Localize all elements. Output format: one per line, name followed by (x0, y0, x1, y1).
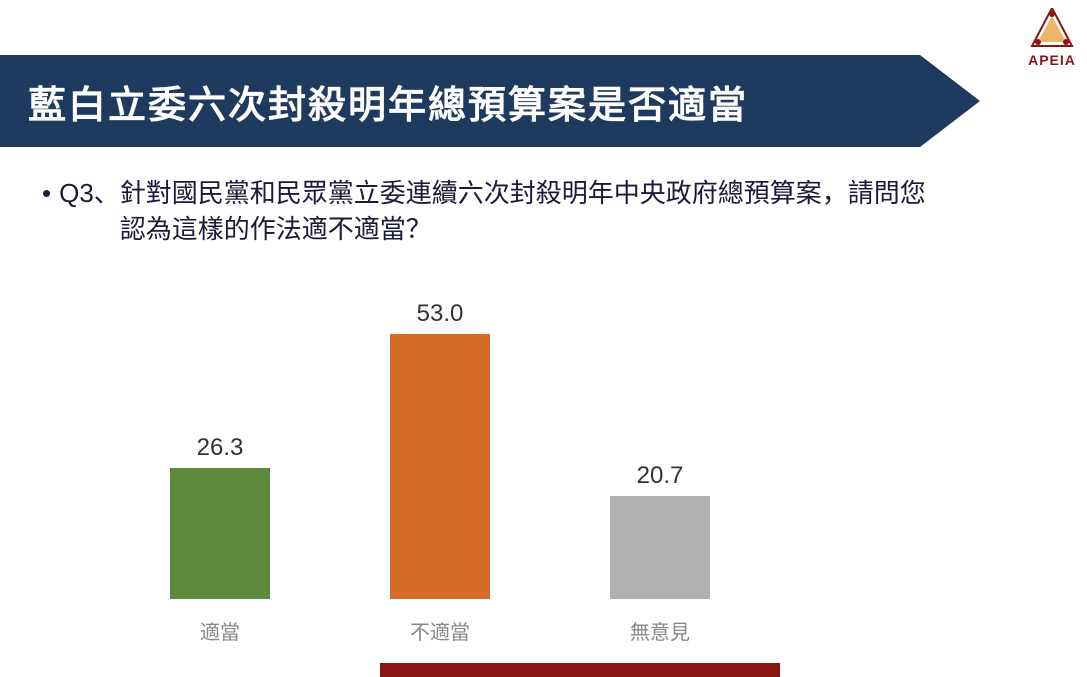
x-axis-label: 無意見 (590, 616, 730, 645)
question-bullet: • (42, 175, 51, 211)
logo-text: APEIA (1017, 52, 1087, 68)
title-banner: 藍白立委六次封殺明年總預算案是否適當 (0, 55, 980, 147)
question-block: • Q3、 針對國民黨和民眾黨立委連續六次封殺明年中央政府總預算案，請問您認為這… (42, 175, 942, 247)
logo-mark (1028, 8, 1076, 50)
slide-title: 藍白立委六次封殺明年總預算案是否適當 (28, 74, 748, 129)
chart-plot-area: 26.3 53.0 20.7 (100, 300, 800, 600)
question-text: 針對國民黨和民眾黨立委連續六次封殺明年中央政府總預算案，請問您認為這樣的作法適不… (120, 175, 942, 247)
chart-x-axis: 適當 不適當 無意見 (100, 616, 800, 652)
x-axis-label: 不適當 (370, 616, 510, 645)
bar-rect (170, 468, 270, 600)
bar-value-label: 53.0 (417, 300, 464, 328)
bar-rect (390, 334, 490, 599)
bar-value-label: 26.3 (197, 434, 244, 462)
bar-chart: 26.353.020.7 適當不適當無意見 (100, 300, 800, 640)
bar-rect (610, 496, 710, 600)
bar-group: 26.3 (170, 434, 270, 600)
footer-accent-bar (380, 663, 780, 677)
brand-logo: APEIA (1017, 8, 1087, 68)
bar-value-label: 20.7 (637, 462, 684, 490)
question-prefix: Q3、 (59, 175, 120, 211)
x-axis-label: 適當 (150, 616, 290, 645)
bar-group: 20.7 (610, 462, 710, 600)
bar-group: 53.0 (390, 300, 490, 599)
